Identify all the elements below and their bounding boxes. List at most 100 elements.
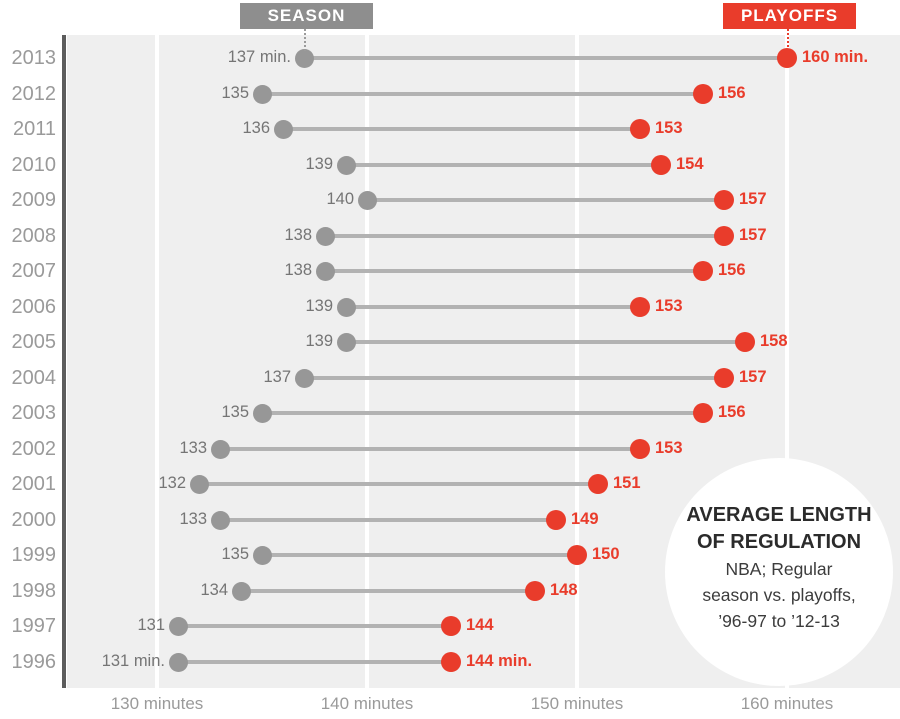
connector-2011 bbox=[283, 127, 640, 132]
annotation-body-line-2: season vs. playoffs, bbox=[702, 585, 856, 605]
playoffs-dot-2003 bbox=[693, 403, 713, 424]
playoffs-dot-1999 bbox=[567, 545, 587, 566]
connector-2004 bbox=[304, 375, 724, 380]
year-label-1996: 1996 bbox=[11, 651, 57, 673]
year-label-2012: 2012 bbox=[11, 82, 57, 105]
year-label-2009: 2009 bbox=[11, 189, 57, 212]
playoffs-value-2005: 158 bbox=[760, 332, 788, 351]
connector-2008 bbox=[325, 233, 724, 238]
playoffs-value-2002: 153 bbox=[655, 438, 683, 457]
y-axis-line bbox=[62, 35, 66, 688]
connector-2010 bbox=[346, 162, 661, 167]
season-dot-2013 bbox=[295, 49, 314, 68]
playoffs-value-2006: 153 bbox=[655, 296, 683, 315]
connector-2000 bbox=[220, 517, 556, 522]
playoffs-value-2000: 149 bbox=[571, 509, 599, 528]
playoffs-value-1997: 144 bbox=[466, 616, 494, 635]
season-value-2000: 133 bbox=[179, 509, 207, 528]
season-value-2001: 132 bbox=[158, 474, 186, 493]
playoffs-value-2003: 156 bbox=[718, 403, 746, 422]
season-value-2013: 137 min. bbox=[227, 48, 291, 66]
playoffs-value-2009: 157 bbox=[739, 190, 767, 209]
year-label-1999: 1999 bbox=[11, 544, 57, 567]
x-tick-label-150: 150 minutes bbox=[530, 694, 624, 713]
playoffs-value-2004: 157 bbox=[739, 367, 767, 386]
year-label-2013: 2013 bbox=[11, 47, 57, 69]
season-dot-2009 bbox=[358, 191, 377, 211]
playoffs-dot-2004 bbox=[714, 367, 734, 388]
annotation-body-line-3: ’96-97 to ’12-13 bbox=[718, 611, 840, 631]
season-value-1997: 131 bbox=[137, 616, 165, 635]
year-label-2010: 2010 bbox=[11, 153, 57, 176]
gridline-160 bbox=[785, 35, 789, 688]
season-dot-2005 bbox=[337, 333, 356, 353]
season-dot-2012 bbox=[253, 84, 272, 104]
season-dot-2001 bbox=[190, 475, 209, 495]
year-label-2007: 2007 bbox=[11, 260, 57, 283]
connector-1997 bbox=[178, 624, 451, 629]
season-value-2003: 135 bbox=[221, 403, 249, 422]
playoffs-value-2010: 154 bbox=[676, 154, 704, 173]
annotation-body-line-1: NBA; Regular bbox=[725, 559, 833, 579]
playoffs-dot-1996 bbox=[441, 652, 461, 672]
year-label-2002: 2002 bbox=[11, 437, 57, 460]
playoffs-value-1996: 144 min. bbox=[466, 652, 533, 670]
season-value-2008: 138 bbox=[284, 225, 312, 244]
playoffs-dot-2000 bbox=[546, 509, 566, 530]
season-value-2011: 136 bbox=[242, 119, 270, 138]
playoffs-value-2007: 156 bbox=[718, 261, 746, 280]
connector-2001 bbox=[199, 482, 598, 487]
season-value-2004: 137 bbox=[263, 367, 291, 386]
gridline-150 bbox=[575, 35, 579, 688]
playoffs-dot-1998 bbox=[525, 580, 545, 601]
gridline-130 bbox=[155, 35, 159, 688]
playoffs-value-2008: 157 bbox=[739, 225, 767, 244]
season-dot-1998 bbox=[232, 581, 251, 601]
playoffs-dot-2008 bbox=[714, 225, 734, 246]
x-tick-label-130: 130 minutes bbox=[110, 694, 204, 713]
playoffs-value-1998: 148 bbox=[550, 580, 578, 599]
season-value-2005: 139 bbox=[305, 332, 333, 351]
season-value-1998: 134 bbox=[200, 580, 228, 599]
annotation-title-line-1: AVERAGE LENGTH bbox=[686, 504, 872, 526]
annotation-circle: AVERAGE LENGTH OF REGULATION NBA; Regula… bbox=[665, 458, 893, 686]
playoffs-value-2012: 156 bbox=[718, 83, 746, 102]
x-tick-label-160: 160 minutes bbox=[740, 694, 834, 713]
playoffs-dot-2012 bbox=[693, 83, 713, 104]
connector-2003 bbox=[262, 411, 703, 416]
season-dot-1997 bbox=[169, 617, 188, 637]
playoffs-value-2013: 160 min. bbox=[802, 48, 869, 66]
year-label-2005: 2005 bbox=[11, 331, 57, 354]
season-dot-2006 bbox=[337, 297, 356, 317]
season-dot-2000 bbox=[211, 510, 230, 530]
connector-2005 bbox=[346, 340, 745, 345]
year-label-2001: 2001 bbox=[11, 473, 57, 496]
season-value-2009: 140 bbox=[326, 190, 354, 209]
season-value-2006: 139 bbox=[305, 296, 333, 315]
year-label-2004: 2004 bbox=[11, 366, 57, 389]
season-dot-1999 bbox=[253, 546, 272, 566]
playoffs-dot-1997 bbox=[441, 616, 461, 637]
playoffs-value-2011: 153 bbox=[655, 119, 683, 138]
connector-1999 bbox=[262, 553, 577, 558]
connector-1998 bbox=[241, 588, 535, 593]
season-value-2007: 138 bbox=[284, 261, 312, 280]
season-dot-2003 bbox=[253, 404, 272, 424]
year-label-1997: 1997 bbox=[11, 615, 57, 638]
playoffs-dot-2002 bbox=[630, 438, 650, 459]
season-dot-2007 bbox=[316, 262, 335, 282]
season-dot-2011 bbox=[274, 120, 293, 140]
playoffs-value-2001: 151 bbox=[613, 474, 641, 493]
connector-2002 bbox=[220, 446, 640, 451]
season-value-1996: 131 min. bbox=[101, 652, 165, 670]
year-label-2003: 2003 bbox=[11, 402, 57, 425]
legend-playoffs-leader-line bbox=[787, 29, 789, 51]
year-label-2006: 2006 bbox=[11, 295, 57, 318]
playoffs-dot-2013 bbox=[777, 48, 797, 68]
playoffs-dot-2005 bbox=[735, 332, 755, 353]
season-dot-2008 bbox=[316, 226, 335, 246]
season-value-2002: 133 bbox=[179, 438, 207, 457]
season-dot-2010 bbox=[337, 155, 356, 175]
playoffs-value-1999: 150 bbox=[592, 545, 620, 564]
playoffs-dot-2006 bbox=[630, 296, 650, 317]
